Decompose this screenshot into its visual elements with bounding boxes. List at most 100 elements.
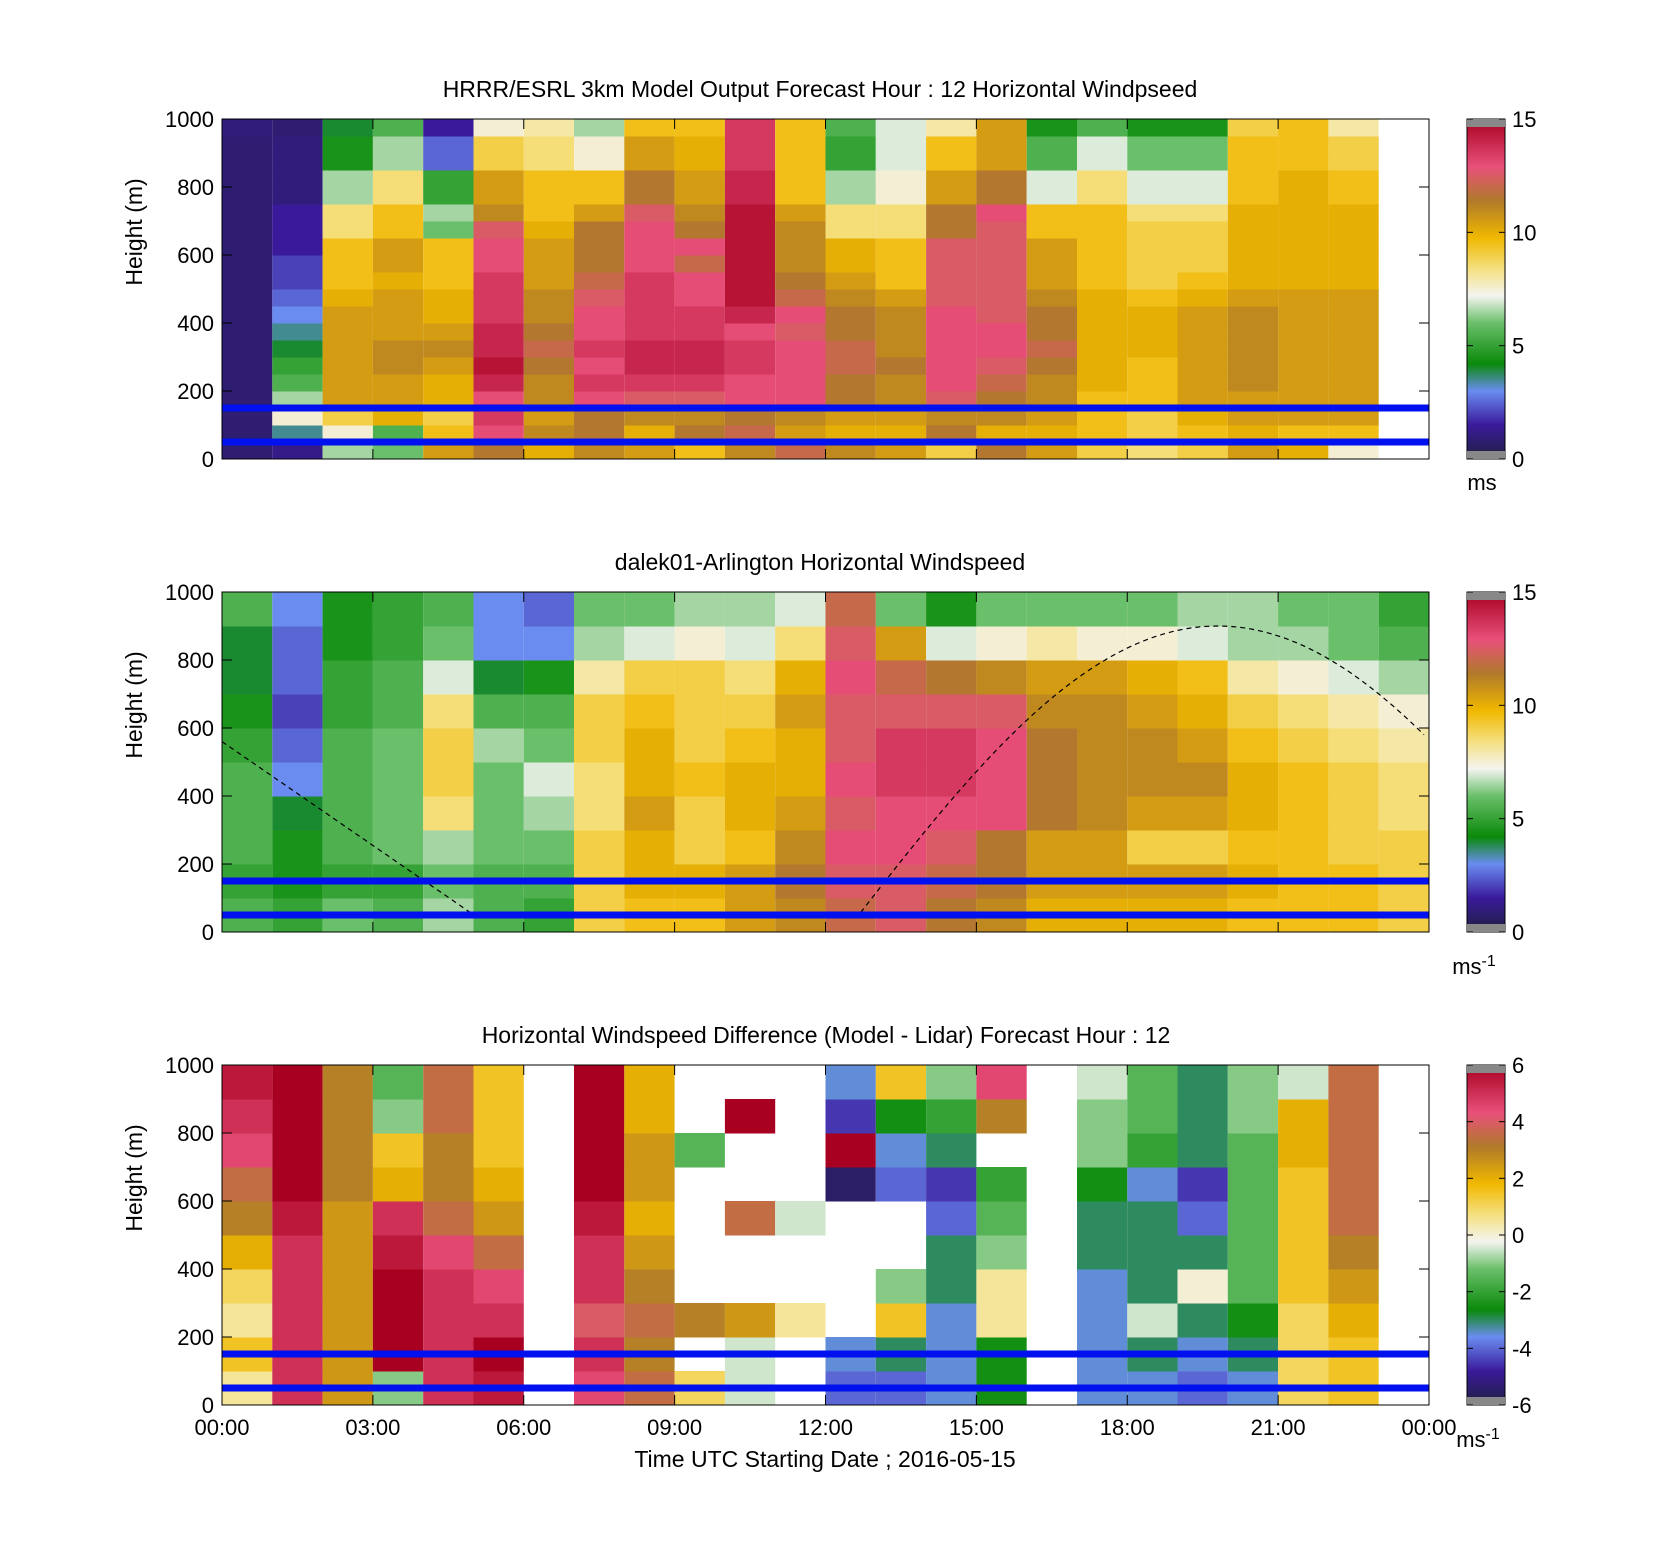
heatmap-cell: [272, 830, 323, 865]
y-tick-label: 0: [202, 920, 214, 945]
heatmap-cell: [926, 762, 977, 797]
heatmap-cell: [423, 626, 474, 661]
heatmap-cell: [875, 306, 927, 324]
heatmap-cell: [473, 119, 524, 137]
heatmap-cell: [1227, 357, 1279, 375]
heatmap-cell: [372, 1269, 424, 1304]
panel-lidar-y-ticks: 0 200 400 600 800 1000: [165, 580, 1429, 945]
heatmap-cell: [1328, 238, 1379, 256]
heatmap-cell: [624, 1201, 675, 1236]
heatmap-cell: [1227, 1303, 1279, 1338]
heatmap-cell: [926, 1065, 977, 1100]
heatmap-cell: [1328, 1133, 1379, 1168]
heatmap-cell: [1328, 153, 1379, 171]
heatmap-cell: [1026, 289, 1077, 307]
heatmap-cell: [372, 136, 424, 154]
heatmap-cell: [976, 238, 1027, 256]
heatmap-cell: [372, 830, 424, 865]
heatmap-cell: [272, 728, 323, 763]
panel-lidar-colorbar-bar: [1466, 591, 1506, 933]
heatmap-cell: [272, 442, 323, 460]
heatmap-cell: [473, 1099, 524, 1134]
heatmap-cell: [574, 170, 625, 188]
heatmap-cell: [222, 221, 273, 239]
heatmap-cell: [272, 170, 323, 188]
heatmap-cell: [1328, 119, 1379, 137]
heatmap-cell: [272, 153, 323, 171]
heatmap-cell: [322, 391, 373, 409]
heatmap-cell: [875, 374, 927, 392]
heatmap-cell: [1227, 170, 1279, 188]
heatmap-cell: [222, 357, 273, 375]
heatmap-cell: [926, 289, 977, 307]
heatmap-cell: [372, 1065, 424, 1100]
heatmap-cell: [624, 374, 675, 392]
heatmap-cell: [825, 425, 876, 443]
heatmap-cell: [926, 306, 977, 324]
heatmap-cell: [1077, 306, 1128, 324]
heatmap-cell: [272, 306, 323, 324]
heatmap-cell: [775, 391, 826, 409]
heatmap-cell: [322, 1269, 373, 1304]
heatmap-cell: [875, 592, 927, 627]
heatmap-cell: [875, 289, 927, 307]
heatmap-cell: [624, 119, 675, 137]
heatmap-cell: [574, 187, 625, 205]
heatmap-cell: [322, 153, 373, 171]
heatmap-cell: [222, 626, 273, 661]
panel-lidar-cells: [222, 592, 1429, 933]
heatmap-cell: [775, 119, 826, 137]
heatmap-cell: [1227, 1099, 1279, 1134]
heatmap-cell: [825, 289, 876, 307]
heatmap-cell: [523, 289, 575, 307]
heatmap-cell: [473, 626, 524, 661]
heatmap-cell: [222, 694, 273, 729]
heatmap-cell: [523, 391, 575, 409]
y-tick-label: 0: [202, 1393, 214, 1418]
heatmap-cell: [423, 1133, 474, 1168]
heatmap-cell: [1227, 592, 1279, 627]
heatmap-cell: [724, 626, 776, 661]
heatmap-cell: [724, 1303, 776, 1338]
heatmap-cell: [322, 1235, 373, 1270]
heatmap-cell: [926, 694, 977, 729]
heatmap-cell: [372, 153, 424, 171]
heatmap-cell: [1177, 796, 1228, 831]
heatmap-cell: [1026, 762, 1077, 797]
heatmap-cell: [1127, 136, 1178, 154]
heatmap-cell: [1278, 340, 1329, 358]
heatmap-cell: [1026, 796, 1077, 831]
heatmap-cell: [875, 323, 927, 341]
heatmap-cell: [1127, 1167, 1178, 1202]
heatmap-cell: [1227, 408, 1279, 426]
heatmap-cell: [1328, 187, 1379, 205]
heatmap-cell: [875, 340, 927, 358]
heatmap-cell: [624, 170, 675, 188]
heatmap-cell: [976, 1235, 1027, 1270]
heatmap-cell: [372, 323, 424, 341]
heatmap-cell: [674, 626, 725, 661]
heatmap-cell: [1026, 694, 1077, 729]
colorbar-tick-label: 15: [1512, 580, 1536, 605]
heatmap-cell: [1026, 626, 1077, 661]
heatmap-cell: [724, 221, 776, 239]
heatmap-cell: [423, 187, 474, 205]
heatmap-cell: [1227, 442, 1279, 460]
heatmap-cell: [423, 830, 474, 865]
panel-difference-colorbar-ticks: -6 -4 -2 0 2 4 6: [1467, 1053, 1532, 1418]
heatmap-cell: [1278, 119, 1329, 137]
heatmap-cell: [1328, 442, 1379, 460]
heatmap-cell: [624, 425, 675, 443]
heatmap-cell: [1026, 272, 1077, 290]
heatmap-cell: [322, 762, 373, 797]
heatmap-cell: [272, 425, 323, 443]
heatmap-cell: [926, 255, 977, 273]
heatmap-cell: [272, 1235, 323, 1270]
heatmap-cell: [1227, 374, 1279, 392]
heatmap-cell: [674, 374, 725, 392]
heatmap-cell: [1077, 357, 1128, 375]
heatmap-cell: [926, 408, 977, 426]
colorbar-tick-label: -4: [1512, 1336, 1532, 1361]
heatmap-cell: [1328, 626, 1379, 661]
heatmap-cell: [724, 442, 776, 460]
